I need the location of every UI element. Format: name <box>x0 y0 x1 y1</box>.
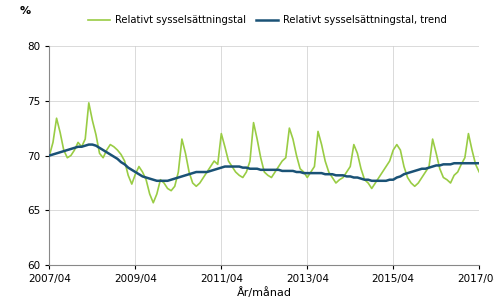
X-axis label: År/månad: År/månad <box>237 287 292 298</box>
Legend: Relativt sysselsättningstal, Relativt sysselsättningstal, trend: Relativt sysselsättningstal, Relativt sy… <box>84 11 452 29</box>
Text: %: % <box>19 6 31 16</box>
